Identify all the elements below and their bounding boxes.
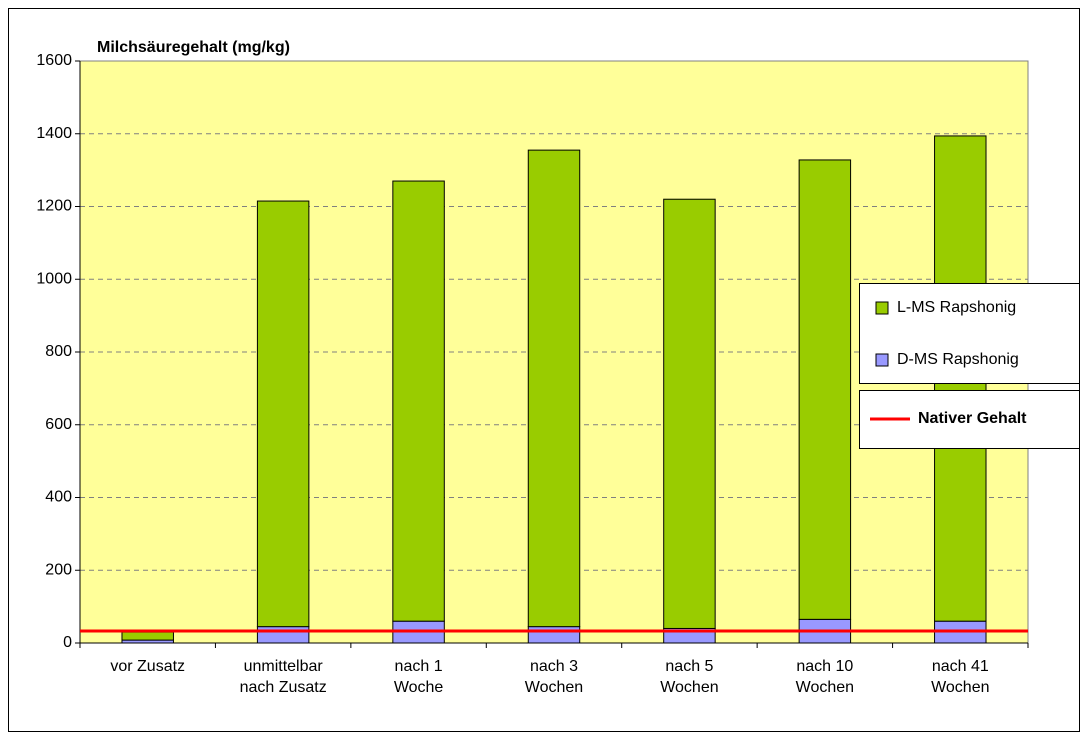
bar-segment <box>121 631 174 641</box>
x-tick-label: nach 10 <box>796 658 853 675</box>
bar-segment <box>527 626 581 644</box>
bar-segment <box>663 198 716 629</box>
legend-label: L-MS Rapshonig <box>897 299 1016 316</box>
bar-segment <box>527 149 581 628</box>
y-tick-label: 1000 <box>36 270 72 287</box>
y-tick-label: 1200 <box>36 198 72 215</box>
bar-segment <box>798 159 852 620</box>
x-tick-label: Woche <box>394 679 444 696</box>
x-tick-label: Wochen <box>660 679 718 696</box>
bar-segment <box>256 200 310 628</box>
y-tick-label: 1600 <box>36 52 72 69</box>
bar-segment <box>392 180 445 622</box>
y-tick-label: 400 <box>45 489 72 506</box>
legend-label: Nativer Gehalt <box>918 410 1027 427</box>
x-tick-label: Wochen <box>931 679 989 696</box>
bar-segment <box>256 626 310 644</box>
x-tick-label: Wochen <box>796 679 854 696</box>
x-tick-label: nach 3 <box>530 658 578 675</box>
x-tick-label: unmittelbar <box>244 658 324 675</box>
x-tick-label: nach 5 <box>665 658 713 675</box>
y-tick-label: 600 <box>45 416 72 433</box>
y-tick-label: 0 <box>63 634 72 651</box>
legend-swatch <box>875 301 889 315</box>
x-tick-label: Wochen <box>525 679 583 696</box>
x-tick-label: nach Zusatz <box>240 679 327 696</box>
x-tick-label: vor Zusatz <box>110 658 185 675</box>
legend-swatch <box>875 353 889 367</box>
y-tick-label: 1400 <box>36 125 72 142</box>
x-tick-label: nach 41 <box>932 658 989 675</box>
y-tick-label: 200 <box>45 561 72 578</box>
chart-title: Milchsäuregehalt (mg/kg) <box>97 39 290 56</box>
y-tick-label: 800 <box>45 343 72 360</box>
legend-label: D-MS Rapshonig <box>897 351 1019 368</box>
x-tick-label: nach 1 <box>395 658 443 675</box>
legend-box <box>859 283 1080 384</box>
